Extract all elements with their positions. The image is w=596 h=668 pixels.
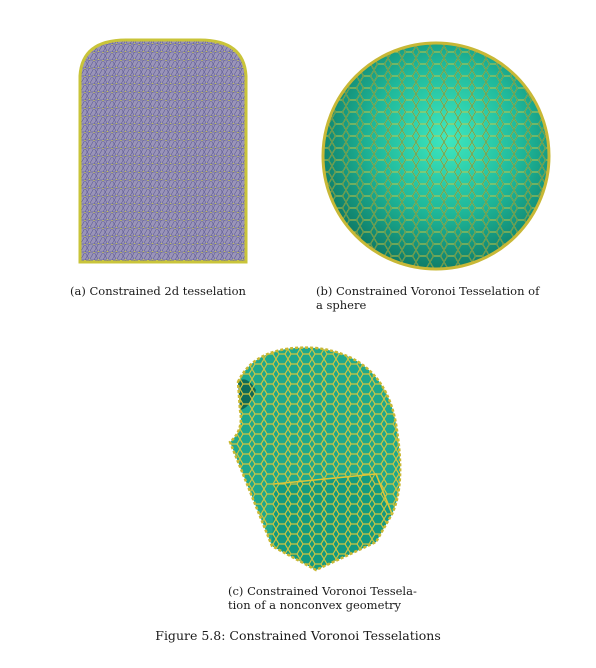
sphere-svg	[321, 41, 551, 271]
subfigure-b-caption: (b) Constrained Voronoi Tesselation of a…	[316, 284, 539, 312]
subfigure-b-image	[318, 40, 554, 272]
mesh-2d-boundary	[78, 38, 248, 264]
subfigure-a-image	[76, 36, 250, 266]
subfigure-c-caption: (c) Constrained Voronoi Tessela- tion of…	[228, 584, 417, 612]
subfigure-c-caption-line2: tion of a nonconvex geometry	[228, 598, 401, 612]
mesh-2d-svg	[78, 38, 248, 264]
nonconvex-mesh-svg	[228, 346, 402, 572]
figure-caption: Figure 5.8: Constrained Voronoi Tesselat…	[155, 628, 441, 643]
subfigure-b-caption-line1: (b) Constrained Voronoi Tesselation of	[316, 284, 540, 298]
sphere-rim	[321, 41, 551, 271]
subfigure-b-caption-line2: a sphere	[316, 298, 367, 312]
subfigure-a-caption: (a) Constrained 2d tesselation	[70, 284, 246, 298]
nonconvex-edge	[228, 346, 402, 572]
subfigure-c-image	[216, 334, 412, 576]
subfigure-c-caption-line1: (c) Constrained Voronoi Tessela-	[228, 584, 417, 598]
